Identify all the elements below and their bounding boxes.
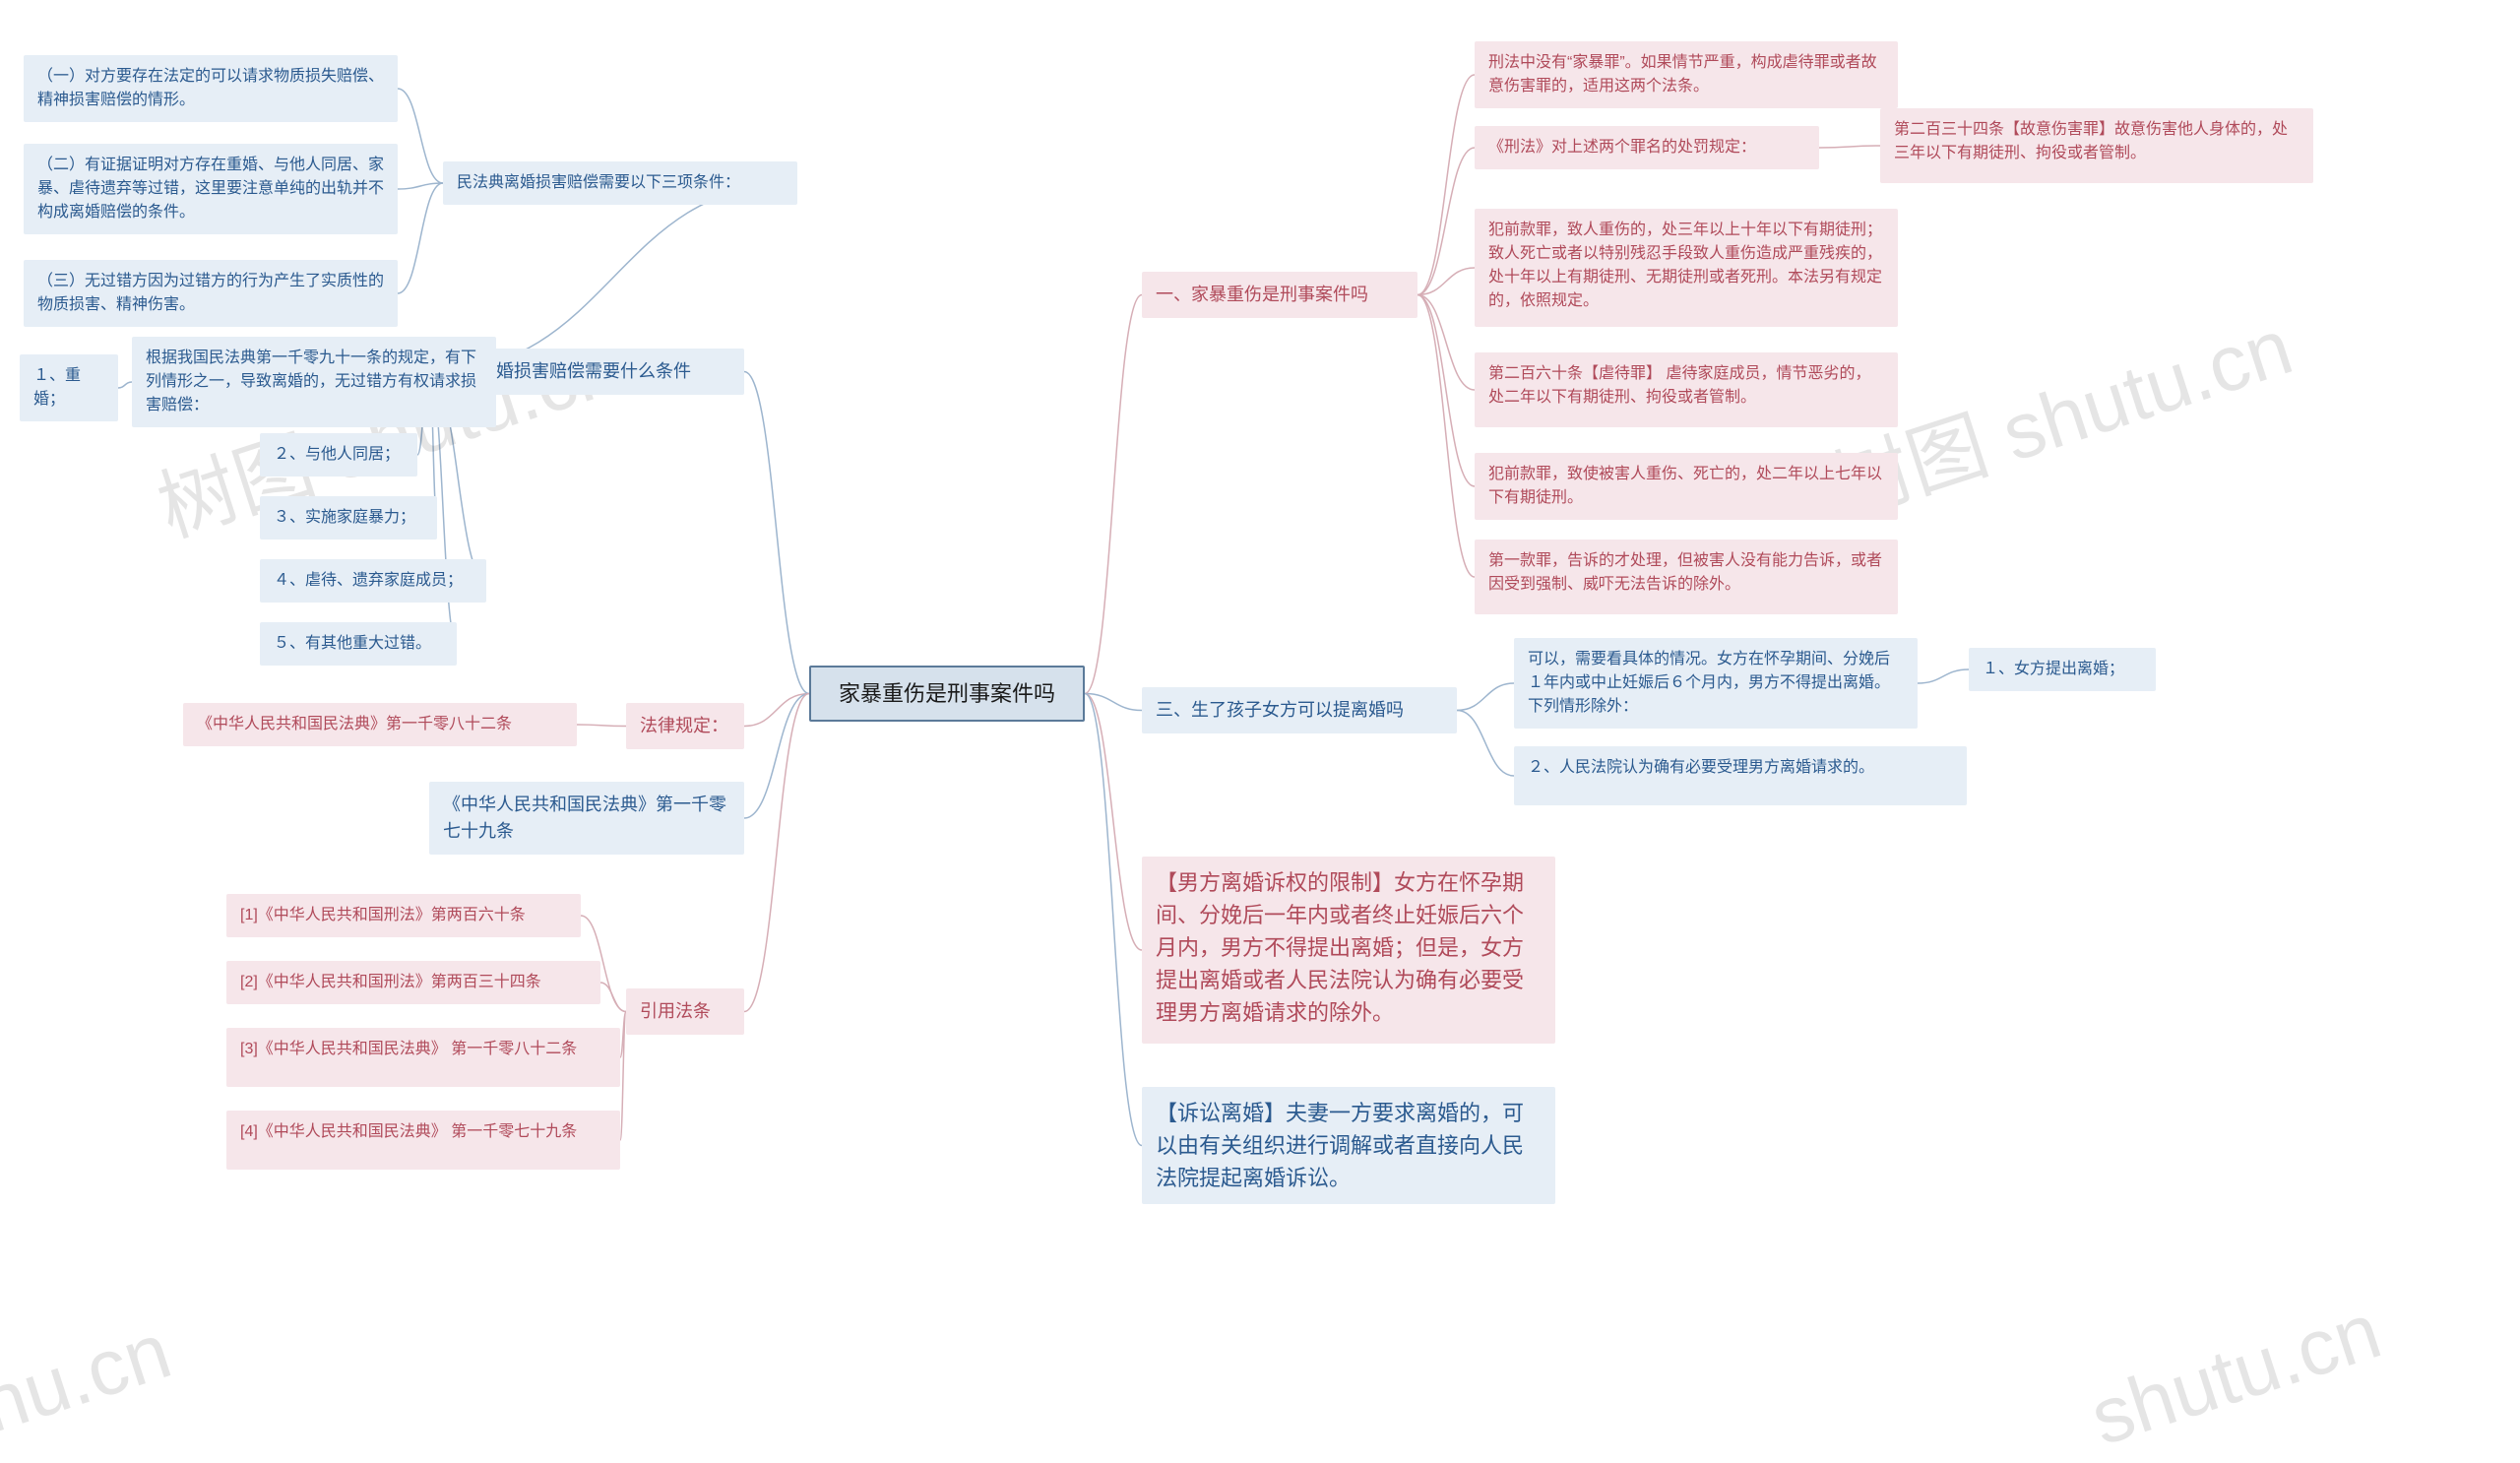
node-l1e: ４、虐待、遗弃家庭成员； [260, 559, 486, 603]
node-l1b1: １、重婚； [20, 354, 118, 421]
node-r1b: 《刑法》对上述两个罪名的处罚规定： [1475, 126, 1819, 169]
node-l3: 《中华人民共和国民法典》第一千零七十九条 [429, 782, 744, 855]
connector [744, 694, 809, 727]
connector [1418, 295, 1475, 391]
connector [1085, 694, 1142, 711]
connector [1085, 694, 1142, 951]
connector [1418, 295, 1475, 578]
watermark: shutu.cn [2080, 1286, 2391, 1463]
node-r2b: ２、人民法院认为确有必要受理男方离婚请求的。 [1514, 746, 1967, 805]
watermark: shu.cn [0, 1305, 181, 1463]
connector [398, 183, 443, 189]
node-l1a: 民法典离婚损害赔偿需要以下三项条件： [443, 161, 797, 205]
node-l4: 引用法条 [626, 988, 744, 1035]
connector [1418, 148, 1475, 295]
node-l1b: 根据我国民法典第一千零九十一条的规定，有下列情形之一，导致离婚的，无过错方有权请… [132, 337, 496, 427]
connector [600, 983, 626, 1012]
node-r2a: 可以，需要看具体的情况。女方在怀孕期间、分娩后１年内或中止妊娠后６个月内，男方不… [1514, 638, 1918, 729]
node-l2: 法律规定： [626, 703, 744, 749]
node-l4a: [1]《中华人民共和国刑法》第两百六十条 [226, 894, 581, 937]
node-l4d: [4]《中华人民共和国民法典》 第一千零七十九条 [226, 1111, 620, 1170]
node-l1f: ５、有其他重大过错。 [260, 622, 457, 666]
node-r1d: 第二百六十条【虐待罪】 虐待家庭成员，情节恶劣的，处二年以下有期徒刑、拘役或者管… [1475, 352, 1898, 427]
node-root: 家暴重伤是刑事案件吗 [809, 666, 1085, 722]
connector [118, 382, 132, 388]
node-l1c: ２、与他人同居； [260, 433, 417, 477]
node-l2a: 《中华人民共和国民法典》第一千零八十二条 [183, 703, 577, 746]
node-r1c: 犯前款罪，致人重伤的，处三年以上十年以下有期徒刑；致人死亡或者以特别残忍手段致人… [1475, 209, 1898, 327]
connector [398, 183, 443, 293]
connector [1418, 268, 1475, 295]
connector [577, 725, 626, 727]
connector [1085, 694, 1142, 1146]
node-l1a2: （二）有证据证明对方存在重婚、与他人同居、家暴、虐待遗弃等过错，这里要注意单纯的… [24, 144, 398, 234]
connector [1918, 669, 1969, 683]
node-r1e: 犯前款罪，致使被害人重伤、死亡的，处二年以上七年以下有期徒刑。 [1475, 453, 1898, 520]
connector [1457, 683, 1514, 711]
node-l4c: [3]《中华人民共和国民法典》 第一千零八十二条 [226, 1028, 620, 1087]
connector [1085, 295, 1142, 694]
node-l4b: [2]《中华人民共和国刑法》第两百三十四条 [226, 961, 600, 1004]
node-r1f: 第一款罪，告诉的才处理，但被害人没有能力告诉，或者因受到强制、威吓无法告诉的除外… [1475, 540, 1898, 614]
node-r1b1: 第二百三十四条【故意伤害罪】故意伤害他人身体的，处三年以下有期徒刑、拘役或者管制… [1880, 108, 2313, 183]
node-r3: 【男方离婚诉权的限制】女方在怀孕期间、分娩后一年内或者终止妊娠后六个月内，男方不… [1142, 857, 1555, 1044]
node-r1: 一、家暴重伤是刑事案件吗 [1142, 272, 1418, 318]
connector [1457, 711, 1514, 777]
connector [744, 694, 809, 819]
node-r1a: 刑法中没有“家暴罪”。如果情节严重，构成虐待罪或者故意伤害罪的，适用这两个法条。 [1475, 41, 1898, 108]
connector [1819, 146, 1880, 148]
connector [1418, 75, 1475, 295]
node-l1a1: （一）对方要存在法定的可以请求物质损失赔偿、精神损害赔偿的情形。 [24, 55, 398, 122]
node-l1a3: （三）无过错方因为过错方的行为产生了实质性的物质损害、精神伤害。 [24, 260, 398, 327]
node-r2a1: １、女方提出离婚； [1969, 648, 2156, 691]
connector [398, 89, 443, 183]
node-r4: 【诉讼离婚】夫妻一方要求离婚的，可以由有关组织进行调解或者直接向人民法院提起离婚… [1142, 1087, 1555, 1204]
node-r2: 三、生了孩子女方可以提离婚吗 [1142, 687, 1457, 733]
connector [1418, 295, 1475, 487]
node-l1d: ３、实施家庭暴力； [260, 496, 437, 540]
connector [744, 694, 809, 1012]
connector [744, 372, 809, 694]
